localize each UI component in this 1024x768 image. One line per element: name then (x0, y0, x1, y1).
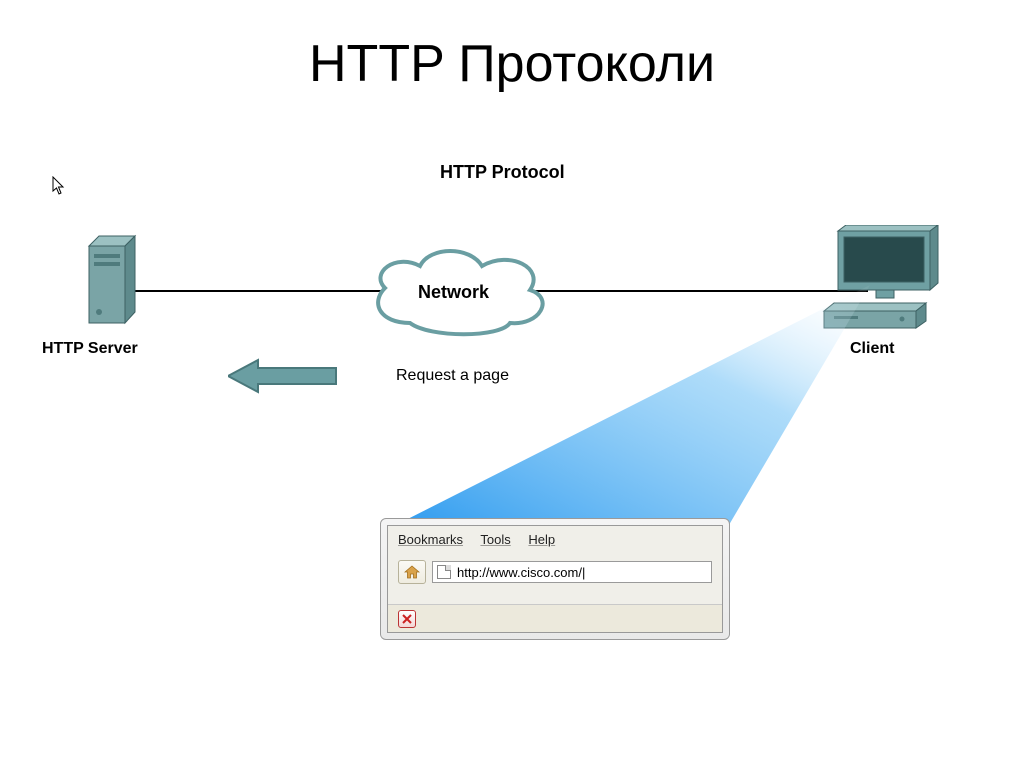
browser-menu: Bookmarks Tools Help (398, 532, 569, 547)
home-button[interactable] (398, 560, 426, 584)
menu-tools[interactable]: Tools (480, 532, 510, 547)
zoom-beam (0, 0, 1024, 768)
stop-button[interactable] (398, 610, 416, 628)
address-bar[interactable]: http://www.cisco.com/| (432, 561, 712, 583)
status-bar (388, 604, 722, 632)
browser-inner: Bookmarks Tools Help http://www.cisco.co… (387, 525, 723, 633)
diagram-stage: HTTP Протоколи HTTP Protocol HTTP Server… (0, 0, 1024, 768)
home-icon (404, 565, 420, 579)
address-row: http://www.cisco.com/| (398, 558, 712, 586)
menu-help[interactable]: Help (528, 532, 555, 547)
page-icon (437, 565, 451, 579)
close-x-icon (402, 614, 412, 624)
menu-bookmarks[interactable]: Bookmarks (398, 532, 463, 547)
url-text: http://www.cisco.com/| (457, 565, 585, 580)
browser-window: Bookmarks Tools Help http://www.cisco.co… (380, 518, 730, 640)
